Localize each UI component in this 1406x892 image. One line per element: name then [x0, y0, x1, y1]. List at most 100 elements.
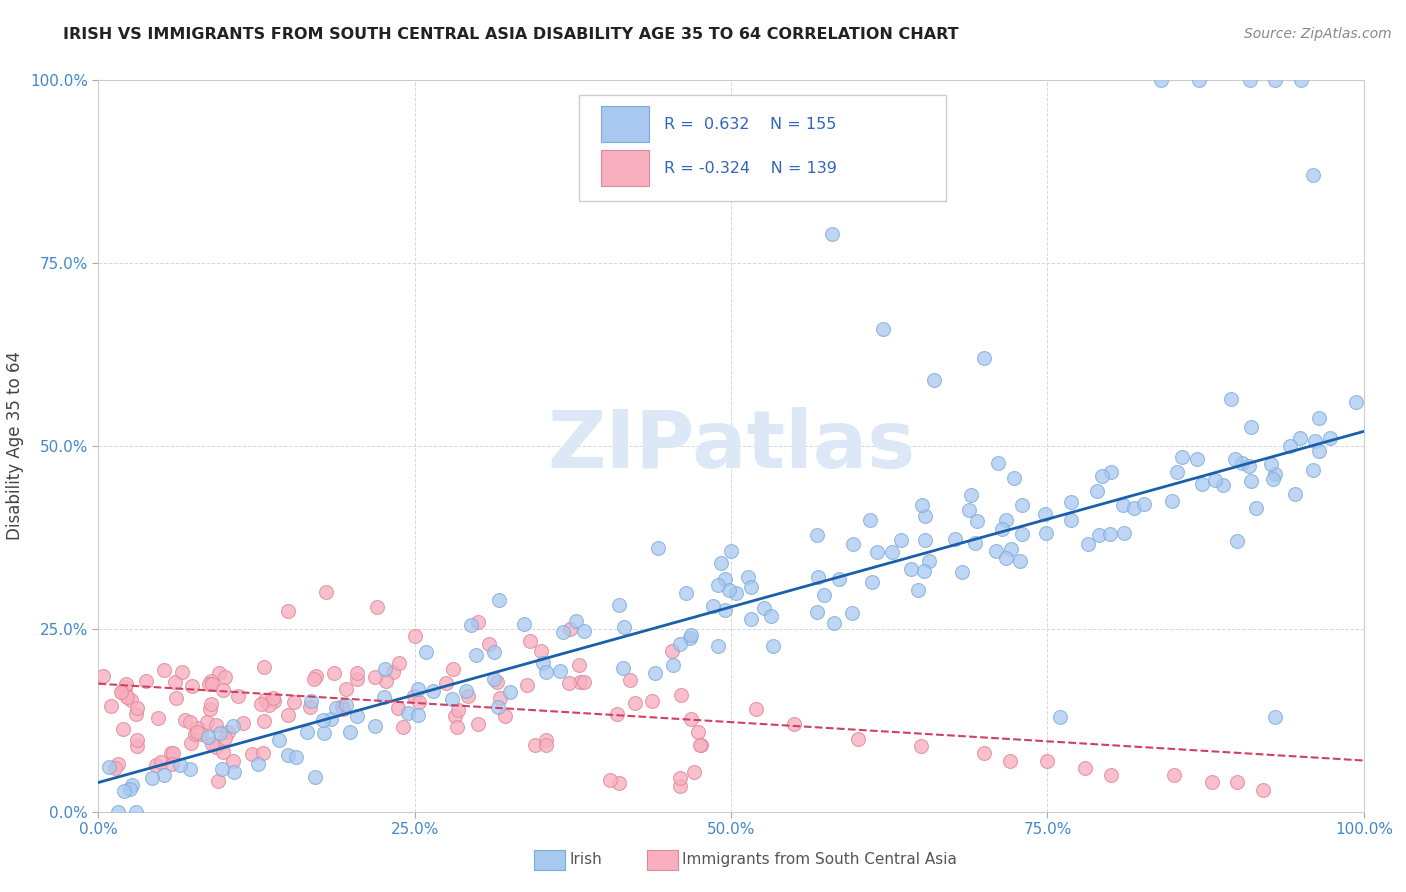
Point	[841, 607, 863, 621]
Point	[1308, 411, 1330, 425]
Point	[1302, 463, 1324, 477]
Point	[262, 690, 284, 705]
Point	[91, 669, 114, 683]
Point	[121, 778, 143, 792]
Point	[512, 617, 534, 632]
Point	[364, 670, 387, 684]
Point	[842, 537, 865, 551]
Point	[446, 720, 468, 734]
Point	[217, 725, 239, 739]
Point	[346, 672, 368, 686]
FancyBboxPatch shape	[600, 150, 648, 186]
Point	[100, 699, 122, 714]
Point	[488, 592, 510, 607]
Point	[396, 706, 419, 720]
Point	[1085, 484, 1108, 499]
Point	[647, 541, 669, 556]
Point	[198, 702, 221, 716]
Point	[661, 644, 683, 658]
Point	[1239, 73, 1261, 87]
Point	[1346, 394, 1368, 409]
Text: Immigrants from South Central Asia: Immigrants from South Central Asia	[682, 853, 957, 867]
Point	[828, 572, 851, 586]
Point	[640, 694, 662, 708]
Point	[644, 665, 666, 680]
Point	[572, 674, 595, 689]
Point	[179, 763, 201, 777]
Point	[1289, 431, 1312, 445]
Point	[190, 727, 212, 741]
Point	[1150, 73, 1173, 87]
Point	[179, 714, 201, 729]
Point	[252, 659, 274, 673]
Point	[387, 701, 409, 715]
Point	[332, 701, 354, 715]
Point	[1230, 456, 1253, 470]
Point	[387, 656, 409, 670]
Text: Source: ZipAtlas.com: Source: ZipAtlas.com	[1244, 27, 1392, 41]
Point	[373, 690, 395, 704]
Point	[153, 663, 176, 677]
Point	[737, 569, 759, 583]
Point	[107, 805, 129, 819]
Point	[180, 679, 202, 693]
Point	[872, 322, 894, 336]
Point	[457, 689, 479, 703]
Point	[304, 770, 326, 784]
Point	[406, 682, 429, 697]
Point	[740, 580, 762, 594]
Point	[1049, 709, 1071, 723]
Point	[1163, 768, 1185, 782]
Point	[250, 698, 273, 712]
Point	[200, 673, 222, 688]
Point	[141, 771, 163, 785]
Point	[253, 714, 276, 728]
Point	[914, 533, 936, 548]
Point	[226, 690, 249, 704]
Point	[1011, 527, 1033, 541]
Point	[1223, 451, 1246, 466]
Point	[150, 755, 173, 769]
Point	[484, 645, 506, 659]
Point	[957, 503, 980, 517]
Point	[1188, 73, 1211, 87]
Point	[679, 632, 702, 646]
FancyBboxPatch shape	[579, 95, 946, 201]
Point	[572, 624, 595, 639]
Text: R =  0.632    N = 155: R = 0.632 N = 155	[664, 117, 837, 132]
Point	[415, 645, 437, 659]
Point	[606, 707, 628, 722]
Point	[200, 697, 222, 711]
Point	[304, 669, 326, 683]
Point	[198, 677, 221, 691]
Point	[679, 713, 702, 727]
Point	[125, 805, 148, 819]
Text: ZIPatlas: ZIPatlas	[547, 407, 915, 485]
Point	[392, 720, 415, 734]
Point	[153, 768, 176, 782]
Point	[165, 675, 187, 690]
Point	[1264, 467, 1286, 481]
Point	[759, 609, 782, 624]
Point	[111, 685, 134, 699]
Point	[135, 674, 157, 689]
Point	[806, 527, 828, 541]
Point	[519, 634, 541, 648]
Point	[754, 601, 776, 615]
Point	[762, 639, 785, 653]
Point	[494, 709, 516, 723]
Point	[312, 713, 335, 727]
Point	[1308, 444, 1330, 458]
Point	[145, 757, 167, 772]
Point	[1226, 533, 1249, 548]
Point	[232, 716, 254, 731]
Point	[330, 699, 353, 714]
Point	[922, 373, 945, 387]
Point	[689, 738, 711, 752]
Point	[162, 746, 184, 760]
Point	[125, 733, 148, 747]
Point	[534, 665, 557, 679]
Point	[530, 644, 553, 658]
Point	[298, 699, 321, 714]
Point	[325, 701, 347, 715]
